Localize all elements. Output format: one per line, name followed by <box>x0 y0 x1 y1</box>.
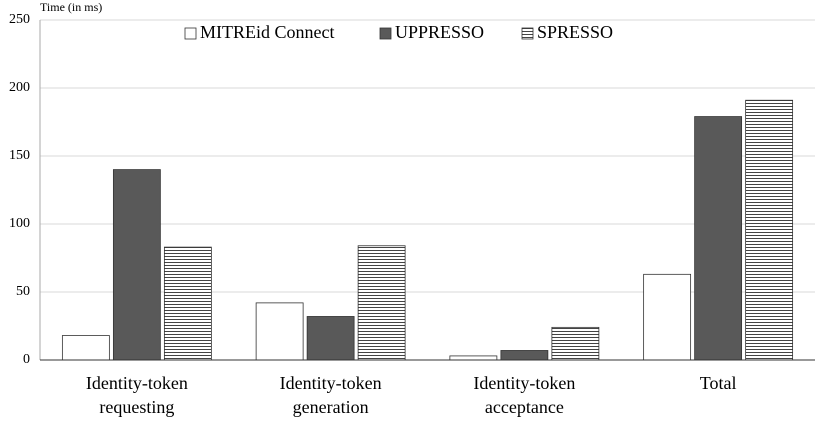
legend-label: UPPRESSO <box>395 22 484 42</box>
x-tick-label: acceptance <box>485 397 564 417</box>
bar <box>306 316 355 361</box>
bar <box>694 116 743 361</box>
bar <box>163 246 212 361</box>
bar <box>745 99 794 361</box>
legend-swatch <box>379 27 392 40</box>
bar <box>449 355 498 361</box>
y-tick-label: 200 <box>9 80 30 95</box>
x-tick-label: Identity-token <box>280 373 382 393</box>
legend-label: MITREid Connect <box>200 22 334 42</box>
y-tick-label: 0 <box>23 352 30 367</box>
legend-swatch <box>184 27 197 40</box>
y-tick-label: 250 <box>9 12 30 27</box>
bar <box>255 302 304 361</box>
bar <box>357 245 406 361</box>
bar <box>112 169 161 361</box>
y-tick-label: 150 <box>9 148 30 163</box>
bar <box>643 273 692 361</box>
x-tick-label: requesting <box>99 397 174 417</box>
x-tick-label: Total <box>700 373 737 393</box>
legend-label: SPRESSO <box>537 22 613 42</box>
x-tick-label: Identity-token <box>86 373 188 393</box>
bar <box>61 335 110 361</box>
x-tick-label: generation <box>293 397 369 417</box>
legend-swatch <box>521 27 534 40</box>
y-tick-label: 50 <box>16 284 30 299</box>
bar <box>500 350 549 361</box>
y-axis-label: Time (in ms) <box>40 0 102 14</box>
x-tick-label: Identity-token <box>473 373 575 393</box>
y-tick-label: 100 <box>9 216 30 231</box>
bar <box>551 326 600 361</box>
